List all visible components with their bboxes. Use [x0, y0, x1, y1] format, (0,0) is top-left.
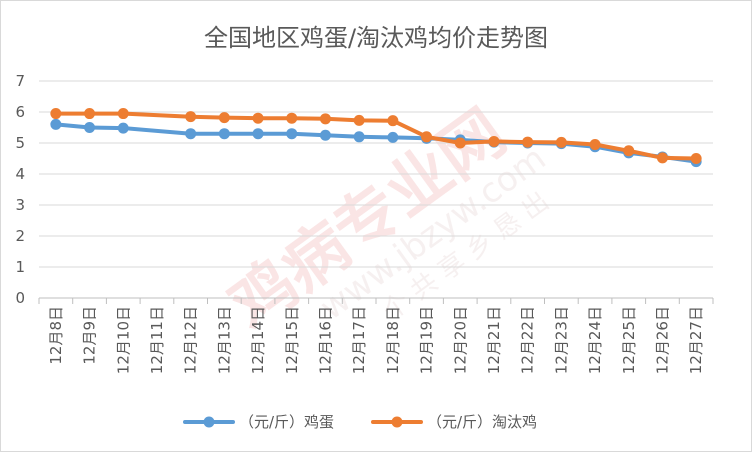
x-tick-label: 12月13日	[215, 306, 233, 374]
data-point	[387, 131, 399, 143]
data-point	[522, 136, 534, 148]
data-point	[50, 118, 62, 130]
legend-swatch-marker	[391, 416, 403, 428]
data-point	[185, 111, 197, 123]
series-lines	[50, 108, 702, 168]
data-point	[690, 153, 702, 164]
legend-swatch-marker	[203, 416, 215, 428]
data-point	[623, 145, 635, 157]
data-point	[387, 115, 399, 127]
x-tick-label: 12月24日	[586, 306, 604, 374]
y-tick-label: 4	[15, 165, 25, 183]
data-point	[252, 112, 264, 124]
data-point	[656, 152, 668, 164]
x-tick-label: 12月17日	[350, 306, 368, 374]
x-tick-label: 12月10日	[114, 306, 132, 374]
chart-title: 全国地区鸡蛋/淘汰鸡均价走势图	[204, 24, 548, 52]
legend-item: （元/斤）鸡蛋	[183, 413, 334, 431]
gridlines	[39, 80, 713, 299]
data-point	[286, 112, 298, 124]
y-tick-label: 1	[15, 258, 25, 276]
x-tick-label: 12月21日	[485, 306, 503, 374]
data-point	[319, 129, 331, 141]
x-tick-label: 12月9日	[81, 306, 99, 365]
data-point	[319, 113, 331, 125]
data-point	[252, 128, 264, 140]
data-point	[84, 108, 96, 120]
legend-item: （元/斤）淘汰鸡	[371, 413, 537, 431]
x-tick-label: 12月8日	[47, 306, 65, 365]
x-tick-label: 12月20日	[451, 306, 469, 374]
series-2	[50, 108, 702, 164]
x-tick-label: 12月15日	[283, 306, 301, 374]
data-point	[185, 128, 197, 140]
data-point	[555, 136, 567, 148]
x-tick-label: 12月19日	[418, 306, 436, 374]
y-tick-label: 5	[15, 134, 25, 152]
data-point	[353, 114, 365, 126]
x-tick-label: 12月25日	[620, 306, 638, 374]
data-point	[353, 131, 365, 143]
legend: （元/斤）鸡蛋 （元/斤）淘汰鸡	[183, 413, 537, 431]
x-axis: 12月8日 12月9日 12月10日 12月11日 12月12日 12月13日 12月14日…	[38, 298, 714, 374]
data-point	[50, 108, 62, 120]
x-tick-label: 12月18日	[384, 306, 402, 374]
legend-label: （元/斤）淘汰鸡	[427, 413, 537, 431]
data-point	[589, 139, 601, 151]
data-point	[286, 128, 298, 140]
data-point	[488, 135, 500, 147]
x-tick-label: 12月14日	[249, 306, 267, 374]
data-point	[218, 128, 230, 140]
y-tick-label: 7	[15, 72, 25, 90]
y-axis: 0 1 2 3 4 5 6 7	[15, 72, 25, 307]
x-tick-label: 12月12日	[182, 306, 200, 374]
x-tick-label: 12月11日	[148, 306, 166, 374]
x-tick-label: 12月16日	[316, 306, 334, 374]
data-point	[421, 131, 433, 143]
x-tick-label: 12月23日	[552, 306, 570, 374]
y-tick-label: 6	[15, 103, 25, 121]
data-point	[117, 108, 129, 120]
x-tick-label: 12月27日	[687, 306, 705, 374]
y-tick-label: 3	[15, 196, 25, 214]
data-point	[218, 112, 230, 124]
data-point	[84, 122, 96, 133]
x-tick-label: 12月22日	[519, 306, 537, 374]
y-tick-label: 2	[15, 227, 25, 245]
x-tick-label: 12月26日	[653, 306, 671, 374]
y-tick-label: 0	[15, 289, 25, 307]
data-point	[454, 137, 466, 149]
data-point	[117, 122, 129, 134]
legend-label: （元/斤）鸡蛋	[239, 413, 334, 431]
